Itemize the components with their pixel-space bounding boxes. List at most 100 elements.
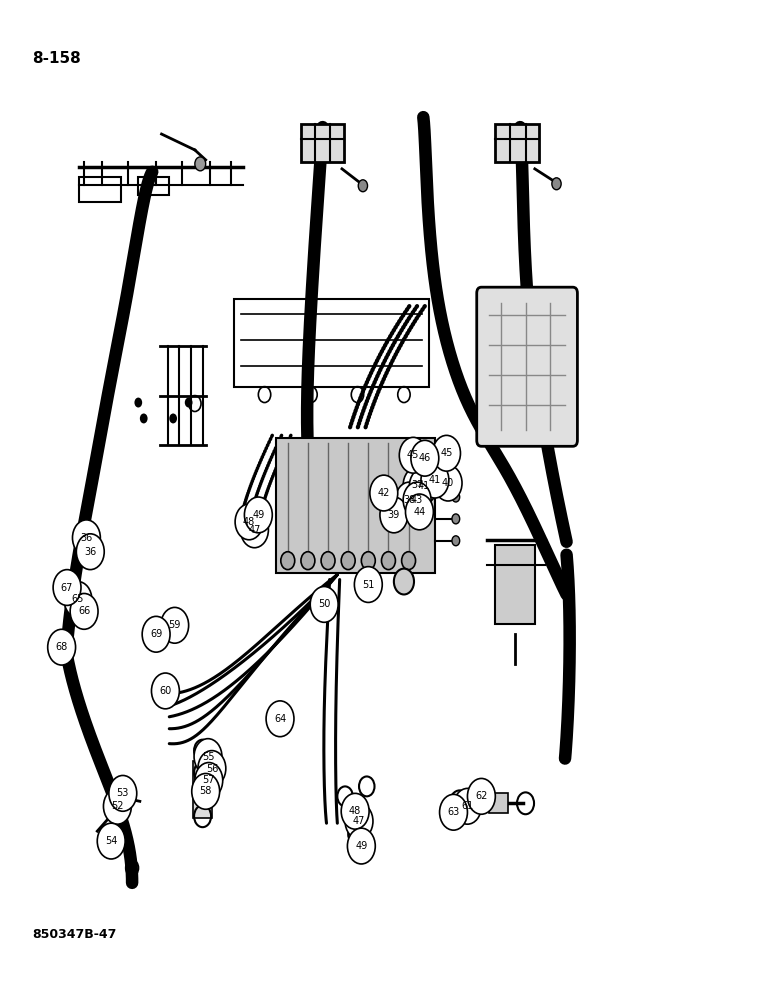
Circle shape bbox=[552, 178, 561, 190]
Circle shape bbox=[161, 607, 189, 643]
Circle shape bbox=[347, 828, 375, 864]
Circle shape bbox=[345, 803, 373, 839]
Circle shape bbox=[109, 775, 136, 811]
Circle shape bbox=[73, 520, 101, 556]
Circle shape bbox=[240, 512, 268, 548]
Circle shape bbox=[341, 793, 369, 829]
Circle shape bbox=[98, 823, 125, 859]
Circle shape bbox=[433, 435, 460, 471]
Circle shape bbox=[244, 497, 272, 533]
Bar bbox=[79, 177, 121, 202]
Text: 68: 68 bbox=[55, 642, 68, 652]
Circle shape bbox=[452, 536, 459, 546]
Text: 54: 54 bbox=[105, 836, 117, 846]
Circle shape bbox=[192, 773, 220, 809]
Text: 56: 56 bbox=[206, 764, 218, 774]
Circle shape bbox=[402, 552, 416, 570]
Circle shape bbox=[380, 497, 408, 533]
Circle shape bbox=[266, 701, 294, 737]
Text: 53: 53 bbox=[117, 788, 129, 798]
Text: 36: 36 bbox=[80, 533, 93, 543]
Text: 39: 39 bbox=[388, 510, 400, 520]
Circle shape bbox=[406, 494, 434, 530]
Text: 57: 57 bbox=[203, 775, 215, 785]
Circle shape bbox=[70, 593, 98, 629]
Circle shape bbox=[198, 751, 226, 786]
Text: 40: 40 bbox=[442, 478, 454, 488]
Text: 55: 55 bbox=[202, 752, 215, 762]
Circle shape bbox=[195, 763, 223, 798]
FancyBboxPatch shape bbox=[477, 287, 577, 446]
Circle shape bbox=[394, 569, 414, 594]
Circle shape bbox=[440, 794, 467, 830]
Circle shape bbox=[310, 587, 338, 622]
Circle shape bbox=[169, 413, 177, 423]
Circle shape bbox=[453, 788, 481, 824]
Circle shape bbox=[134, 398, 142, 408]
Text: 38: 38 bbox=[403, 495, 416, 505]
Text: 63: 63 bbox=[448, 807, 459, 817]
Text: 61: 61 bbox=[461, 801, 473, 811]
Circle shape bbox=[411, 440, 439, 476]
Bar bbox=[489, 793, 509, 813]
FancyBboxPatch shape bbox=[495, 124, 540, 162]
Text: 65: 65 bbox=[72, 594, 84, 604]
Circle shape bbox=[281, 552, 295, 570]
Circle shape bbox=[140, 413, 147, 423]
Circle shape bbox=[358, 180, 367, 192]
Circle shape bbox=[354, 567, 382, 602]
Circle shape bbox=[53, 570, 81, 605]
Text: 47: 47 bbox=[248, 525, 261, 535]
Circle shape bbox=[321, 552, 335, 570]
Circle shape bbox=[370, 475, 398, 511]
Circle shape bbox=[235, 504, 263, 540]
Circle shape bbox=[185, 398, 193, 408]
Text: 45: 45 bbox=[407, 450, 420, 460]
Circle shape bbox=[452, 470, 459, 480]
Circle shape bbox=[104, 788, 131, 824]
Circle shape bbox=[399, 437, 427, 473]
Circle shape bbox=[151, 673, 179, 709]
Circle shape bbox=[452, 448, 459, 458]
Circle shape bbox=[410, 468, 438, 504]
Text: 44: 44 bbox=[413, 507, 426, 517]
Circle shape bbox=[48, 629, 76, 665]
Text: 50: 50 bbox=[318, 599, 331, 609]
Circle shape bbox=[467, 778, 495, 814]
Text: 59: 59 bbox=[168, 620, 181, 630]
Text: 42: 42 bbox=[378, 488, 390, 498]
Circle shape bbox=[452, 492, 459, 502]
Text: 47: 47 bbox=[353, 816, 365, 826]
Text: 46: 46 bbox=[419, 453, 431, 463]
Text: 36: 36 bbox=[84, 547, 97, 557]
Text: 8-158: 8-158 bbox=[32, 51, 81, 66]
Circle shape bbox=[301, 552, 315, 570]
Text: 37: 37 bbox=[411, 480, 424, 490]
Circle shape bbox=[395, 482, 424, 518]
Text: 45: 45 bbox=[441, 448, 452, 458]
Text: 49: 49 bbox=[355, 841, 367, 851]
Text: 67: 67 bbox=[61, 583, 73, 593]
Circle shape bbox=[452, 514, 459, 524]
Text: 850347B-47: 850347B-47 bbox=[32, 928, 116, 941]
Circle shape bbox=[361, 552, 375, 570]
Circle shape bbox=[64, 582, 92, 617]
Circle shape bbox=[403, 467, 431, 503]
Circle shape bbox=[434, 465, 462, 501]
Circle shape bbox=[76, 534, 105, 570]
Text: 48: 48 bbox=[243, 517, 255, 527]
Text: 52: 52 bbox=[111, 801, 124, 811]
FancyBboxPatch shape bbox=[301, 124, 344, 162]
Text: 51: 51 bbox=[362, 580, 374, 590]
Circle shape bbox=[194, 739, 222, 774]
Text: 41: 41 bbox=[417, 481, 430, 491]
Text: 58: 58 bbox=[200, 786, 212, 796]
Circle shape bbox=[403, 482, 431, 518]
Circle shape bbox=[341, 552, 355, 570]
Text: 43: 43 bbox=[411, 495, 424, 505]
Bar bbox=[233, 299, 430, 387]
Text: 48: 48 bbox=[349, 806, 361, 816]
Circle shape bbox=[421, 462, 448, 498]
Text: 66: 66 bbox=[78, 606, 90, 616]
Text: 49: 49 bbox=[252, 510, 264, 520]
